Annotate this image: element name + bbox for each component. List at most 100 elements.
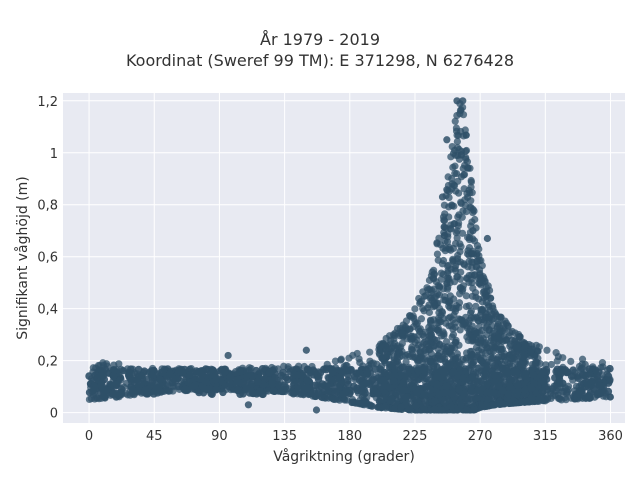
data-point: [466, 325, 474, 333]
data-point: [234, 386, 242, 395]
data-point: [268, 378, 276, 386]
data-point: [470, 314, 478, 322]
data-point: [191, 381, 199, 390]
data-point: [459, 321, 468, 329]
data-point: [462, 146, 471, 155]
data-point: [438, 309, 447, 317]
data-point: [442, 338, 451, 346]
data-point: [429, 274, 437, 282]
data-point: [182, 385, 191, 394]
data-point: [433, 250, 442, 258]
data-point: [481, 339, 489, 347]
data-point: [444, 267, 452, 275]
data-point: [468, 264, 476, 272]
data-point: [580, 371, 588, 380]
data-point: [453, 97, 461, 105]
data-point: [466, 164, 474, 172]
data-point: [506, 354, 514, 362]
data-point: [562, 396, 570, 404]
data-point: [294, 385, 303, 393]
y-axis-label: Signifikant våghöjd (m): [14, 176, 31, 339]
data-point: [379, 376, 388, 384]
data-point: [521, 359, 529, 367]
data-point: [578, 360, 586, 368]
data-point: [438, 193, 447, 201]
data-point: [316, 368, 325, 377]
data-point: [269, 386, 278, 395]
data-point: [492, 312, 500, 320]
data-point: [468, 292, 476, 300]
data-point: [186, 371, 194, 379]
data-point: [453, 111, 461, 120]
y-tick-label: 1: [50, 147, 58, 162]
data-point: [457, 151, 465, 159]
data-point: [569, 366, 577, 374]
data-point: [449, 256, 457, 265]
data-point: [464, 336, 472, 345]
data-point: [476, 356, 484, 364]
data-point: [366, 348, 374, 356]
data-point: [242, 384, 251, 393]
data-point: [404, 350, 412, 359]
data-point: [495, 333, 503, 341]
data-point: [331, 357, 340, 365]
data-point: [327, 383, 336, 392]
data-point: [425, 301, 433, 309]
data-point: [470, 388, 479, 397]
data-point: [443, 136, 451, 144]
data-point: [125, 368, 134, 377]
data-point: [442, 319, 450, 327]
data-point: [328, 368, 337, 376]
data-point: [582, 378, 591, 387]
data-point: [315, 389, 323, 397]
data-point: [208, 390, 216, 398]
data-point: [355, 369, 364, 378]
tick-labels: 0 45 90 135 180 225 270 315 360 0 0,2 0,4 0,6 0,8 1 1,2: [37, 95, 623, 444]
data-point: [456, 326, 464, 334]
data-point: [409, 373, 418, 381]
data-point: [350, 382, 358, 391]
data-point: [428, 324, 436, 332]
data-point: [556, 395, 564, 403]
data-point: [481, 372, 490, 381]
data-point: [201, 365, 210, 373]
data-point: [408, 334, 417, 343]
data-point: [336, 373, 344, 381]
data-point: [147, 371, 156, 379]
data-point: [128, 386, 137, 395]
data-point: [433, 372, 442, 381]
data-point: [274, 380, 283, 389]
data-point: [476, 266, 484, 274]
data-point: [444, 173, 452, 181]
data-point: [505, 399, 513, 408]
data-point: [423, 382, 431, 391]
data-point: [506, 340, 515, 348]
data-point: [510, 367, 518, 376]
data-point: [337, 355, 345, 363]
data-point: [599, 363, 607, 371]
data-point: [552, 349, 560, 357]
data-point: [462, 292, 470, 300]
data-point: [463, 406, 471, 414]
data-point: [442, 382, 451, 390]
data-point: [446, 224, 454, 233]
data-point: [453, 137, 461, 146]
data-point: [599, 382, 608, 390]
data-point: [355, 400, 363, 408]
data-point: [339, 390, 348, 398]
data-point: [419, 304, 427, 313]
data-point: [325, 374, 333, 382]
data-point: [441, 368, 450, 377]
data-point: [156, 375, 164, 384]
data-point: [411, 305, 419, 313]
data-point: [469, 205, 477, 214]
data-point: [455, 385, 463, 394]
data-point: [470, 358, 478, 366]
data-point: [547, 394, 555, 402]
data-point: [490, 377, 499, 386]
data-point: [606, 364, 614, 373]
data-point: [434, 281, 442, 290]
data-point: [422, 292, 430, 300]
data-point: [434, 324, 443, 333]
